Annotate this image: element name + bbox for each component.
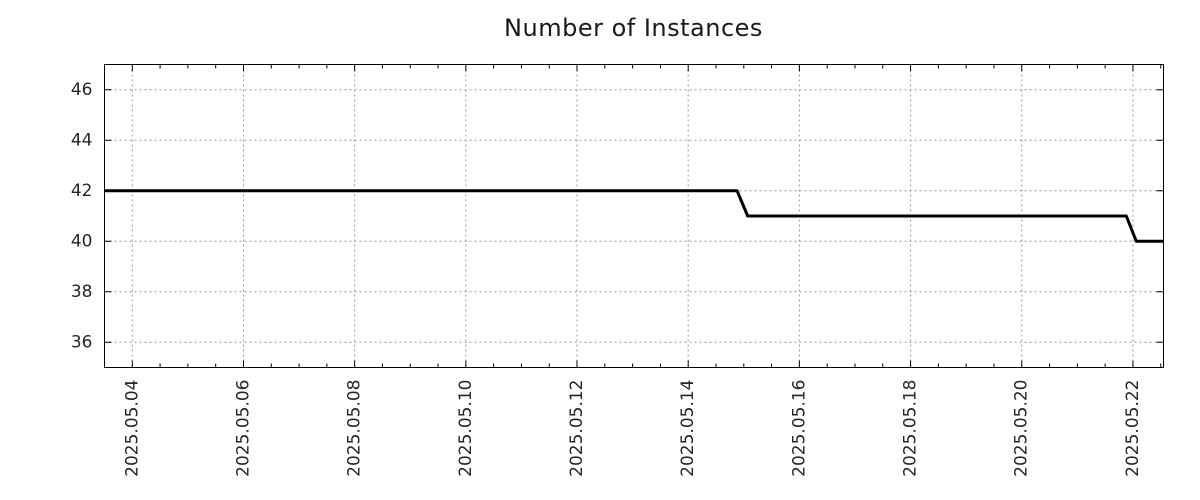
series-line: [104, 189, 1164, 243]
y-tick-label: 44: [71, 130, 93, 150]
y-tick-label: 40: [71, 231, 93, 251]
x-tick-label: 2025.05.14: [678, 380, 698, 477]
y-tick-label: 38: [71, 282, 93, 302]
y-tick-label: 36: [71, 332, 93, 352]
x-tick-label: 2025.05.12: [567, 380, 587, 477]
chart-title: Number of Instances: [504, 14, 763, 42]
x-tick-label: 2025.05.20: [1012, 380, 1032, 477]
x-tick-label: 2025.05.08: [345, 380, 365, 477]
y-tick-label: 42: [71, 181, 93, 201]
plot-frame: [104, 64, 1164, 368]
y-tick-label: 46: [71, 80, 93, 100]
x-tick-label: 2025.05.06: [233, 380, 253, 477]
x-tick-label: 2025.05.22: [1123, 380, 1143, 477]
x-tick-label: 2025.05.04: [122, 380, 142, 477]
x-tick-label: 2025.05.10: [456, 380, 476, 477]
x-tick-label: 2025.05.16: [789, 380, 809, 477]
x-tick-label: 2025.05.18: [901, 380, 921, 477]
